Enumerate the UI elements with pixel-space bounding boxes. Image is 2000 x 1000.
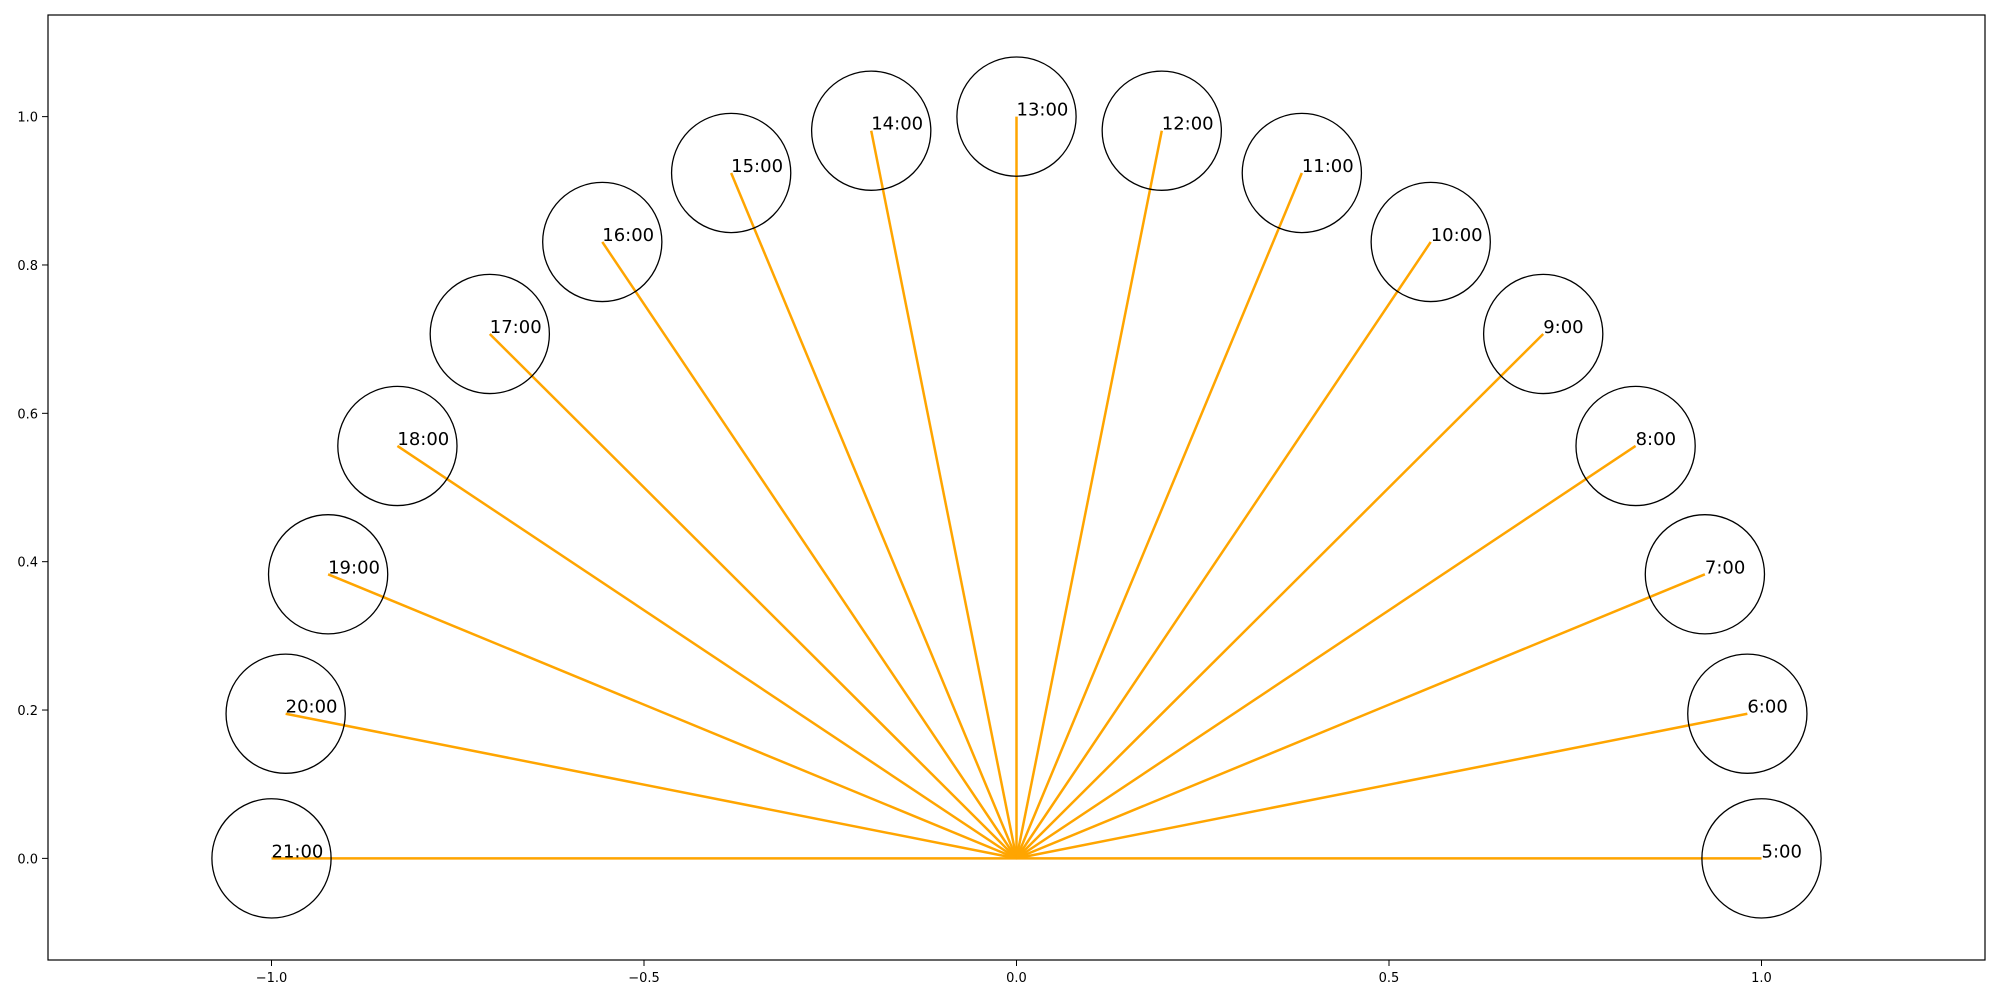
hour-circle [1687,653,1808,774]
x-tick-label: −1.0 [256,971,288,986]
y-tick-label: 0.0 [17,852,38,867]
hour-circle [1101,70,1223,191]
hour-labels: 5:00 6:00 7:00 8:00 9:00 10:00 11:00 12:00 13:00… [272,100,1802,863]
hour-label: 13:00 [1017,100,1069,121]
hour-ray [327,573,1017,860]
hour-ray [869,130,1018,859]
hour-ray [1015,444,1637,860]
hour-label: 11:00 [1302,156,1354,177]
y-tick-label: 0.4 [17,556,38,571]
hour-ray [396,444,1018,860]
hour-circle [337,385,458,507]
hour-label: 6:00 [1747,697,1787,718]
hour-circle [211,798,332,919]
hour-circle [1370,181,1491,303]
y-tick-label: 0.2 [17,704,38,719]
hour-label: 20:00 [286,697,338,718]
hour-ray [488,333,1018,860]
hour-circle [429,273,551,395]
hour-circle [810,70,932,191]
hour-label: 9:00 [1543,317,1583,338]
hour-ray [1015,130,1164,859]
hour-circle [1644,514,1766,635]
hour-label: 8:00 [1636,429,1676,450]
hour-rays [271,116,1762,860]
hour-label: 12:00 [1162,114,1214,135]
x-tick-label: −0.5 [628,971,660,986]
hour-ray [730,172,1018,859]
x-tick-label: 0.5 [1379,971,1400,986]
axes-ticks: −1.0 −0.5 0.0 0.5 1.0 0.0 0.2 0.4 0.6 0.8 1.0 [17,111,1772,986]
hour-circle [1482,273,1604,395]
hour-circles [211,56,1822,919]
hour-ray [1015,241,1432,860]
hour-label: 17:00 [490,317,542,338]
hour-circle [1701,798,1822,919]
hour-circle [542,181,663,303]
plot-frame [47,14,1986,961]
hour-ray [1015,333,1545,860]
hour-ray [1016,712,1748,860]
hour-label: 5:00 [1762,841,1802,862]
y-tick-label: 0.6 [17,407,38,422]
x-tick-label: 1.0 [1751,971,1772,986]
hour-circle [956,56,1077,177]
hour-ray [601,241,1018,860]
hour-circle [1241,112,1363,234]
y-tick-label: 0.8 [17,259,38,274]
y-tick-label: 1.0 [17,111,38,126]
hour-label: 16:00 [602,225,654,246]
hour-circle [670,112,792,234]
hour-ray [1015,172,1303,859]
hour-ray [1016,573,1706,860]
hour-label: 14:00 [871,114,923,135]
hour-label: 10:00 [1431,225,1483,246]
x-tick-label: 0.0 [1006,971,1027,986]
hour-circle [267,514,389,635]
hour-circle [1575,385,1696,507]
hour-label: 15:00 [731,156,783,177]
hour-label: 18:00 [397,429,449,450]
hour-label: 7:00 [1705,557,1745,578]
hour-circle [225,653,346,774]
hour-label: 21:00 [272,841,324,862]
hour-label: 19:00 [328,557,380,578]
hour-ray [285,712,1017,860]
